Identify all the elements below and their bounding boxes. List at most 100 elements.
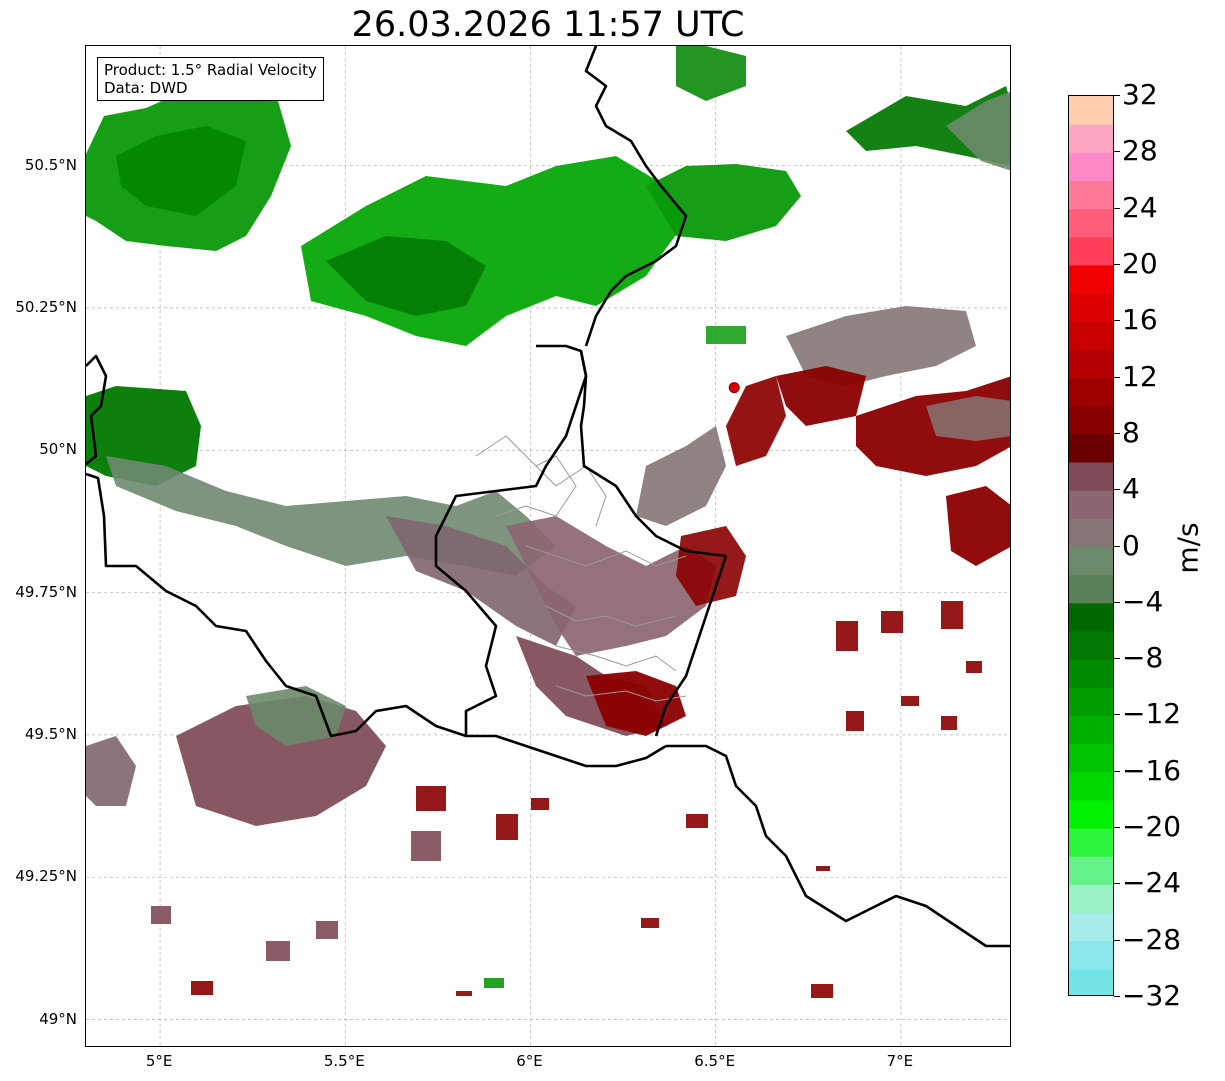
colorbar-tick-label: 24 (1122, 190, 1158, 224)
colorbar-band (1069, 152, 1113, 181)
border-de-fr (666, 744, 1010, 948)
colorbar-tick (1114, 883, 1120, 885)
colorbar-tick (1114, 263, 1120, 265)
colorbar (1068, 95, 1114, 996)
colorbar-tick (1114, 939, 1120, 941)
echo-cell (941, 716, 957, 730)
colorbar-band (1069, 828, 1113, 857)
radar-site-marker (728, 382, 740, 394)
border-be-nl (86, 354, 108, 466)
echo-cell (496, 814, 518, 840)
echo-cell (191, 981, 213, 995)
colorbar-band (1069, 293, 1113, 322)
echo-far-ne-grey (946, 91, 1010, 171)
echo-central-green-dark (326, 236, 486, 316)
echo-cell (484, 978, 504, 988)
country-borders (86, 46, 1010, 948)
echo-grey-mid (386, 516, 576, 646)
colorbar-tick (1114, 207, 1120, 209)
colorbar-band (1069, 405, 1113, 435)
colorbar-tick (1114, 545, 1120, 547)
colorbar-tick (1114, 827, 1120, 829)
colorbar-band (1069, 715, 1113, 745)
echo-cell (941, 601, 963, 629)
colorbar-band (1069, 630, 1113, 660)
colorbar-band (1069, 96, 1113, 125)
colorbar-tick (1114, 601, 1120, 603)
colorbar-band (1069, 518, 1113, 547)
echo-cell (816, 866, 830, 871)
colorbar-tick-label: 12 (1122, 359, 1158, 393)
echo-cell (266, 941, 290, 961)
lon-tick-label: 6.5°E (694, 1052, 736, 1070)
colorbar-band (1069, 602, 1113, 632)
colorbar-tick-label: 16 (1122, 303, 1158, 337)
colorbar-tick-label: 4 (1122, 472, 1140, 506)
colorbar-tick-label: −4 (1122, 584, 1164, 618)
colorbar-band (1069, 490, 1113, 519)
colorbar-band (1069, 912, 1113, 942)
border-be-fr (86, 472, 667, 768)
echo-e-darkred-1 (676, 526, 746, 606)
colorbar-tick-label: −12 (1122, 697, 1182, 731)
lat-tick-label: 49.5°N (24, 724, 77, 743)
colorbar-band (1069, 574, 1113, 604)
lon-tick-label: 5°E (145, 1052, 173, 1070)
echo-cell (846, 711, 864, 731)
echo-e-grey (636, 426, 726, 526)
echo-cell (411, 831, 441, 861)
colorbar-tick (1114, 996, 1120, 997)
colorbar-unit: m/s (1171, 522, 1205, 574)
colorbar-band (1069, 799, 1113, 829)
echo-ne-grey-red (786, 306, 976, 386)
echo-cell (836, 621, 858, 651)
radar-map[interactable] (85, 45, 1011, 1047)
colorbar-band (1069, 659, 1113, 688)
lon-tick-label: 7°E (886, 1052, 914, 1070)
colorbar-band (1069, 433, 1113, 463)
lon-tick-label: 6°E (516, 1052, 543, 1070)
colorbar-tick (1114, 658, 1120, 660)
colorbar-tick-label: −16 (1122, 753, 1182, 787)
colorbar-band (1069, 771, 1113, 801)
map-title: 26.03.2026 11:57 UTC (351, 5, 745, 45)
colorbar-tick (1114, 320, 1120, 322)
info-product: Product: 1.5° Radial Velocity (104, 61, 317, 79)
lat-tick-label: 50°N (39, 440, 77, 459)
echo-top-green (676, 46, 746, 101)
echo-far-e-darkred (946, 486, 1010, 566)
echo-cell (966, 661, 982, 673)
echo-cell (531, 798, 549, 810)
colorbar-tick-label: −8 (1122, 641, 1164, 675)
colorbar-tick-label: 0 (1122, 528, 1140, 562)
echo-cell (686, 814, 708, 828)
colorbar-band (1069, 349, 1113, 379)
colorbar-tick (1114, 95, 1120, 96)
colorbar-band (1069, 180, 1113, 210)
info-data-source: Data: DWD (104, 79, 188, 97)
colorbar-tick-label: 8 (1122, 415, 1140, 449)
colorbar-band (1069, 377, 1113, 407)
colorbar-band (1069, 321, 1113, 350)
colorbar-tick-label: −24 (1122, 866, 1182, 900)
echo-cell (316, 921, 338, 939)
colorbar-tick-label: −32 (1122, 979, 1182, 1012)
echo-cell (416, 786, 446, 811)
lat-tick-label: 49.75°N (15, 582, 77, 601)
border-lux-de (579, 350, 727, 558)
colorbar-tick (1114, 714, 1120, 716)
echo-ne-darkred (776, 366, 866, 426)
info-box: Product: 1.5° Radial Velocity Data: DWD (97, 57, 324, 101)
colorbar-band (1069, 940, 1113, 970)
colorbar-tick (1114, 376, 1120, 378)
colorbar-band (1069, 264, 1113, 294)
colorbar-tick-label: 28 (1122, 134, 1158, 168)
colorbar-tick-label: 32 (1122, 78, 1158, 111)
colorbar-tick (1114, 151, 1120, 153)
lat-tick-label: 50.25°N (15, 297, 77, 316)
echo-mauve-center (506, 516, 716, 656)
colorbar-tick (1114, 489, 1120, 491)
colorbar-tick-label: −20 (1122, 810, 1182, 844)
lat-tick-label: 50.5°N (24, 155, 77, 174)
echo-cell (706, 326, 746, 344)
